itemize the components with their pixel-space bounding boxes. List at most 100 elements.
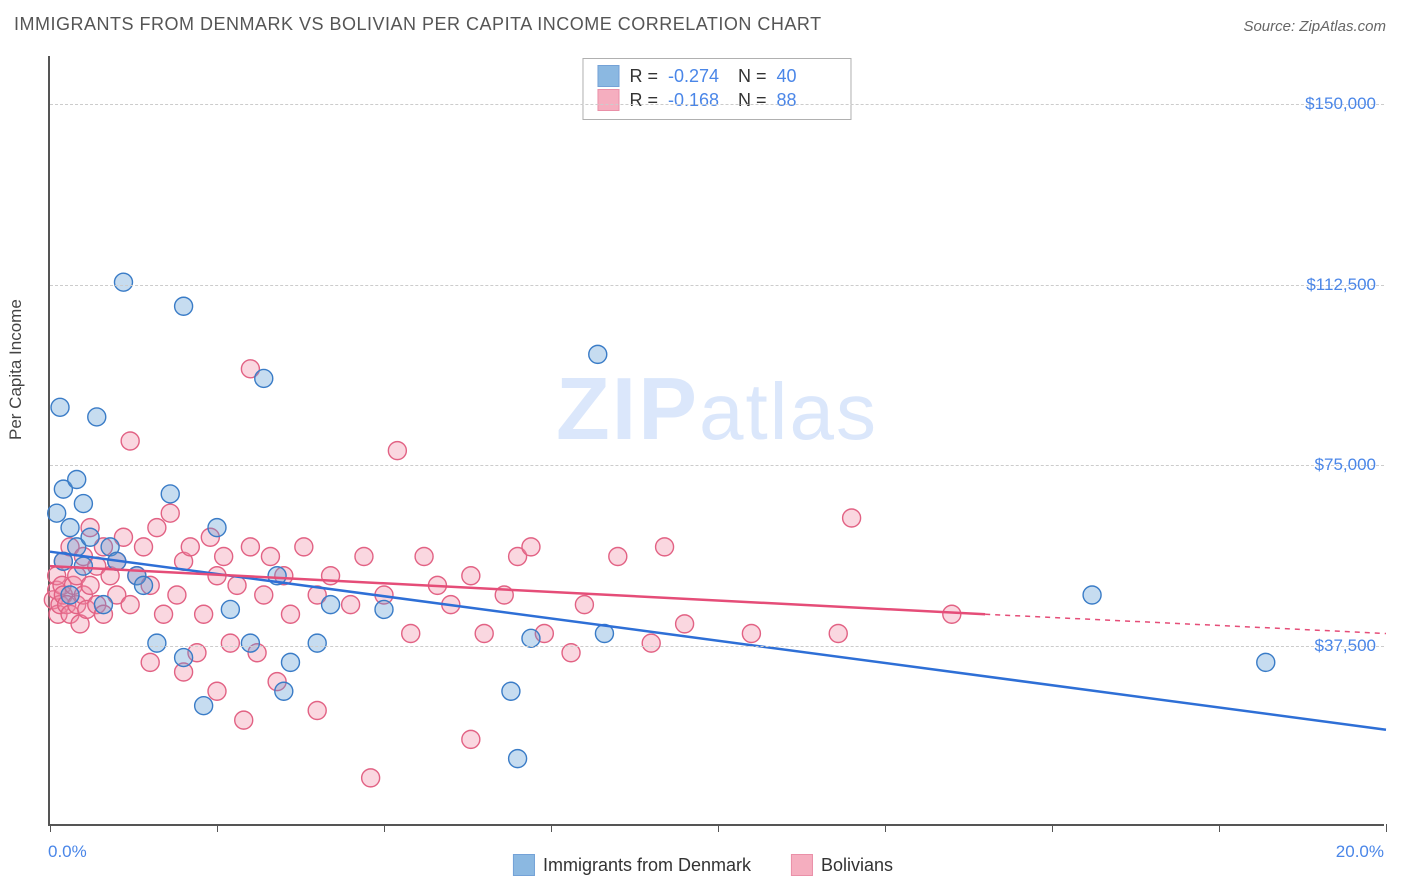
trendline-extrapolated-bolivians — [985, 614, 1386, 633]
x-tick — [50, 824, 51, 832]
data-point-bolivians — [295, 538, 313, 556]
x-tick — [885, 824, 886, 832]
data-point-denmark — [195, 697, 213, 715]
data-point-denmark — [322, 596, 340, 614]
bottom-legend: Immigrants from Denmark Bolivians — [513, 854, 893, 876]
y-tick-label: $150,000 — [1305, 94, 1376, 114]
data-point-denmark — [135, 576, 153, 594]
gridline — [50, 285, 1384, 286]
x-axis-end-label: 20.0% — [1336, 842, 1384, 862]
gridline — [50, 104, 1384, 105]
data-point-bolivians — [308, 702, 326, 720]
data-point-bolivians — [342, 596, 360, 614]
data-point-denmark — [281, 653, 299, 671]
data-point-denmark — [509, 750, 527, 768]
data-point-bolivians — [235, 711, 253, 729]
data-point-bolivians — [362, 769, 380, 787]
data-point-denmark — [255, 369, 273, 387]
data-point-bolivians — [656, 538, 674, 556]
x-axis-start-label: 0.0% — [48, 842, 87, 862]
data-point-bolivians — [221, 634, 239, 652]
trendline-bolivians — [50, 566, 985, 614]
data-point-denmark — [61, 586, 79, 604]
data-point-denmark — [1257, 653, 1275, 671]
x-tick — [1219, 824, 1220, 832]
data-point-bolivians — [642, 634, 660, 652]
data-point-bolivians — [168, 586, 186, 604]
data-point-denmark — [502, 682, 520, 700]
data-point-bolivians — [228, 576, 246, 594]
data-point-bolivians — [475, 625, 493, 643]
data-point-bolivians — [402, 625, 420, 643]
data-point-denmark — [589, 345, 607, 363]
legend-item-bolivians: Bolivians — [791, 854, 893, 876]
x-tick — [1052, 824, 1053, 832]
data-point-bolivians — [121, 596, 139, 614]
data-point-denmark — [61, 519, 79, 537]
gridline — [50, 465, 1384, 466]
x-tick — [551, 824, 552, 832]
data-point-denmark — [114, 273, 132, 291]
data-point-denmark — [175, 649, 193, 667]
swatch-bolivians-icon — [791, 854, 813, 876]
legend-item-denmark: Immigrants from Denmark — [513, 854, 751, 876]
data-point-denmark — [208, 519, 226, 537]
gridline — [50, 646, 1384, 647]
data-point-bolivians — [141, 653, 159, 671]
y-tick-label: $37,500 — [1315, 636, 1376, 656]
data-point-bolivians — [462, 567, 480, 585]
data-point-bolivians — [155, 605, 173, 623]
data-point-denmark — [74, 495, 92, 513]
data-point-denmark — [1083, 586, 1101, 604]
data-point-bolivians — [415, 548, 433, 566]
data-point-bolivians — [575, 596, 593, 614]
data-point-bolivians — [522, 538, 540, 556]
data-point-bolivians — [843, 509, 861, 527]
data-point-denmark — [48, 504, 66, 522]
data-point-bolivians — [148, 519, 166, 537]
data-point-denmark — [68, 471, 86, 489]
data-point-bolivians — [241, 538, 259, 556]
data-point-denmark — [275, 682, 293, 700]
plot-area: ZIPatlas R = -0.274 N = 40 R = -0.168 N … — [48, 56, 1384, 826]
data-point-bolivians — [281, 605, 299, 623]
chart-title: IMMIGRANTS FROM DENMARK VS BOLIVIAN PER … — [14, 14, 822, 35]
data-point-bolivians — [208, 682, 226, 700]
x-tick — [384, 824, 385, 832]
data-point-denmark — [308, 634, 326, 652]
data-point-bolivians — [261, 548, 279, 566]
data-point-denmark — [241, 634, 259, 652]
y-tick-label: $75,000 — [1315, 455, 1376, 475]
data-point-bolivians — [121, 432, 139, 450]
x-tick — [217, 824, 218, 832]
data-point-bolivians — [81, 576, 99, 594]
legend-label: Immigrants from Denmark — [543, 855, 751, 876]
data-point-bolivians — [609, 548, 627, 566]
data-point-denmark — [81, 528, 99, 546]
data-point-bolivians — [943, 605, 961, 623]
data-point-denmark — [161, 485, 179, 503]
data-point-bolivians — [388, 442, 406, 460]
x-tick — [1386, 824, 1387, 832]
swatch-denmark-icon — [513, 854, 535, 876]
data-point-denmark — [88, 408, 106, 426]
data-point-bolivians — [215, 548, 233, 566]
data-point-bolivians — [255, 586, 273, 604]
data-point-denmark — [94, 596, 112, 614]
data-point-bolivians — [462, 730, 480, 748]
data-point-denmark — [74, 557, 92, 575]
data-point-bolivians — [829, 625, 847, 643]
chart-svg — [50, 56, 1384, 824]
legend-label: Bolivians — [821, 855, 893, 876]
data-point-bolivians — [161, 504, 179, 522]
data-point-bolivians — [195, 605, 213, 623]
x-tick — [718, 824, 719, 832]
data-point-bolivians — [355, 548, 373, 566]
y-axis-label: Per Capita Income — [6, 299, 26, 440]
source-attribution: Source: ZipAtlas.com — [1243, 18, 1386, 35]
data-point-denmark — [221, 600, 239, 618]
data-point-bolivians — [676, 615, 694, 633]
data-point-denmark — [51, 398, 69, 416]
data-point-denmark — [175, 297, 193, 315]
y-tick-label: $112,500 — [1306, 275, 1376, 295]
